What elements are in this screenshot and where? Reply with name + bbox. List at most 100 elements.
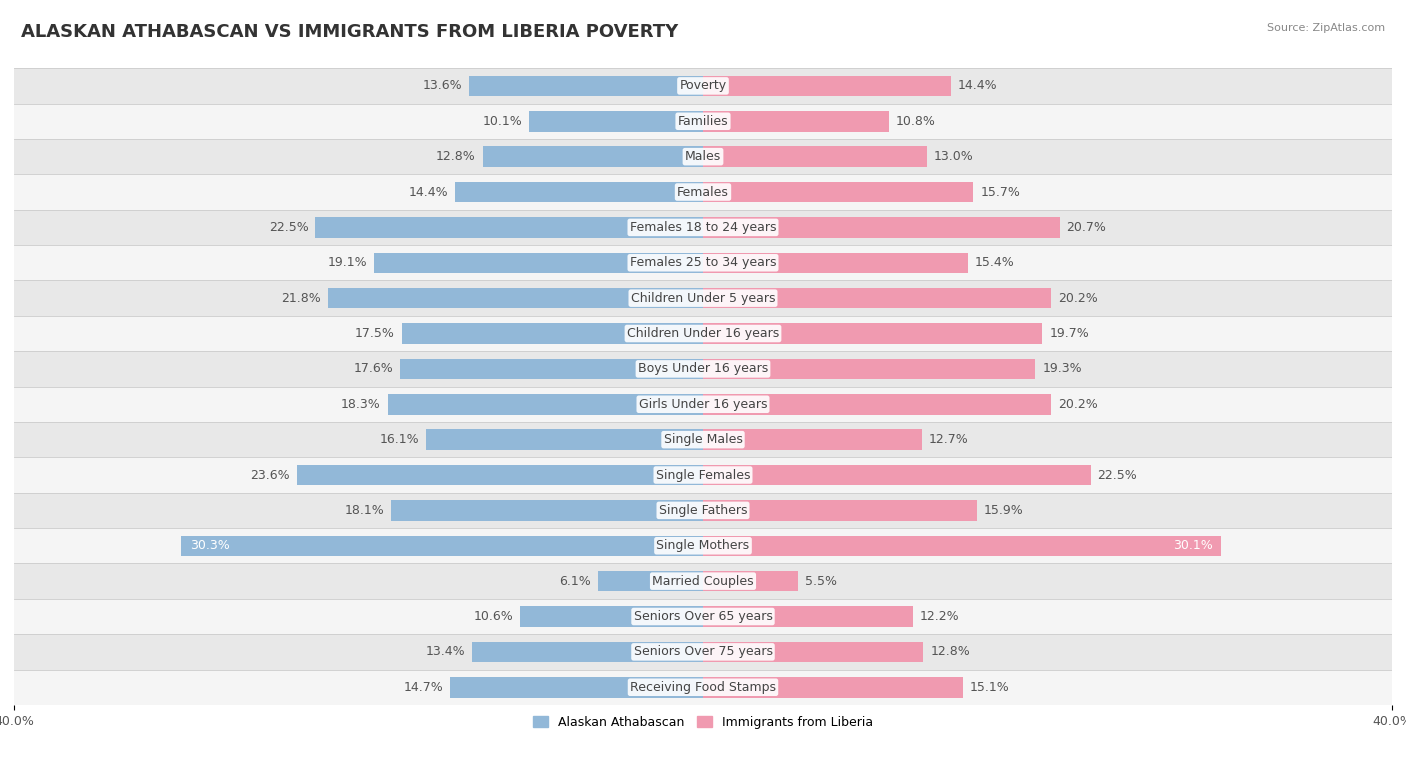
Text: 18.3%: 18.3% <box>342 398 381 411</box>
Text: ALASKAN ATHABASCAN VS IMMIGRANTS FROM LIBERIA POVERTY: ALASKAN ATHABASCAN VS IMMIGRANTS FROM LI… <box>21 23 678 41</box>
Bar <box>14 422 1392 457</box>
Text: 20.7%: 20.7% <box>1066 221 1107 234</box>
Bar <box>703 677 963 697</box>
Text: 5.5%: 5.5% <box>804 575 837 587</box>
Bar <box>315 217 703 238</box>
Bar <box>14 174 1392 210</box>
Bar <box>598 571 703 591</box>
Bar <box>703 146 927 167</box>
Bar <box>703 429 922 450</box>
Text: Seniors Over 75 years: Seniors Over 75 years <box>634 645 772 659</box>
Bar <box>14 457 1392 493</box>
Text: 21.8%: 21.8% <box>281 292 321 305</box>
Text: Married Couples: Married Couples <box>652 575 754 587</box>
Bar <box>450 677 703 697</box>
Text: 23.6%: 23.6% <box>250 468 290 481</box>
Bar <box>703 641 924 662</box>
Bar <box>14 528 1392 563</box>
Bar <box>468 76 703 96</box>
Bar <box>472 641 703 662</box>
Text: Females 25 to 34 years: Females 25 to 34 years <box>630 256 776 269</box>
Bar <box>482 146 703 167</box>
Bar <box>703 394 1050 415</box>
Bar <box>181 535 703 556</box>
Legend: Alaskan Athabascan, Immigrants from Liberia: Alaskan Athabascan, Immigrants from Libe… <box>529 711 877 734</box>
Bar <box>402 323 703 344</box>
Bar <box>703 535 1222 556</box>
Bar <box>703 182 973 202</box>
Bar <box>14 387 1392 422</box>
Text: 30.3%: 30.3% <box>190 539 229 553</box>
Text: Families: Families <box>678 114 728 128</box>
Text: Single Females: Single Females <box>655 468 751 481</box>
Bar <box>703 606 912 627</box>
Bar <box>703 323 1042 344</box>
Text: 15.1%: 15.1% <box>970 681 1010 694</box>
Bar <box>14 104 1392 139</box>
Bar <box>703 500 977 521</box>
Bar <box>14 68 1392 104</box>
Text: Females 18 to 24 years: Females 18 to 24 years <box>630 221 776 234</box>
Bar <box>426 429 703 450</box>
Bar <box>388 394 703 415</box>
Text: 15.4%: 15.4% <box>976 256 1015 269</box>
Text: 10.8%: 10.8% <box>896 114 936 128</box>
Text: 13.6%: 13.6% <box>422 80 461 92</box>
Text: 12.7%: 12.7% <box>928 433 969 446</box>
Bar <box>703 111 889 132</box>
Text: 30.1%: 30.1% <box>1173 539 1213 553</box>
Text: 17.6%: 17.6% <box>353 362 392 375</box>
Bar <box>703 571 797 591</box>
Bar <box>520 606 703 627</box>
Bar <box>703 76 950 96</box>
Text: Single Fathers: Single Fathers <box>659 504 747 517</box>
Bar <box>14 280 1392 316</box>
Text: 16.1%: 16.1% <box>380 433 419 446</box>
Bar <box>703 217 1060 238</box>
Text: 13.4%: 13.4% <box>426 645 465 659</box>
Text: 19.1%: 19.1% <box>328 256 367 269</box>
Text: Seniors Over 65 years: Seniors Over 65 years <box>634 610 772 623</box>
Bar <box>14 599 1392 634</box>
Bar <box>14 210 1392 245</box>
Text: 15.9%: 15.9% <box>984 504 1024 517</box>
Text: 20.2%: 20.2% <box>1057 292 1098 305</box>
Text: Males: Males <box>685 150 721 163</box>
Text: 20.2%: 20.2% <box>1057 398 1098 411</box>
Text: Children Under 16 years: Children Under 16 years <box>627 327 779 340</box>
Bar <box>703 359 1035 379</box>
Text: Source: ZipAtlas.com: Source: ZipAtlas.com <box>1267 23 1385 33</box>
Text: 6.1%: 6.1% <box>560 575 591 587</box>
Text: 19.3%: 19.3% <box>1042 362 1083 375</box>
Text: Receiving Food Stamps: Receiving Food Stamps <box>630 681 776 694</box>
Text: Poverty: Poverty <box>679 80 727 92</box>
Text: 10.6%: 10.6% <box>474 610 513 623</box>
Text: Children Under 5 years: Children Under 5 years <box>631 292 775 305</box>
Text: 15.7%: 15.7% <box>980 186 1021 199</box>
Text: Single Males: Single Males <box>664 433 742 446</box>
Bar <box>703 288 1050 309</box>
Bar <box>14 351 1392 387</box>
Text: 12.2%: 12.2% <box>920 610 960 623</box>
Text: 14.7%: 14.7% <box>404 681 443 694</box>
Bar <box>14 139 1392 174</box>
Bar <box>391 500 703 521</box>
Text: 10.1%: 10.1% <box>482 114 522 128</box>
Bar <box>14 245 1392 280</box>
Text: 14.4%: 14.4% <box>957 80 997 92</box>
Text: 18.1%: 18.1% <box>344 504 384 517</box>
Text: Single Mothers: Single Mothers <box>657 539 749 553</box>
Text: 14.4%: 14.4% <box>409 186 449 199</box>
Bar <box>374 252 703 273</box>
Bar <box>14 316 1392 351</box>
Text: 19.7%: 19.7% <box>1049 327 1088 340</box>
Text: 17.5%: 17.5% <box>354 327 395 340</box>
Text: 12.8%: 12.8% <box>931 645 970 659</box>
Bar <box>14 669 1392 705</box>
Text: 22.5%: 22.5% <box>269 221 308 234</box>
Text: 13.0%: 13.0% <box>934 150 973 163</box>
Bar <box>328 288 703 309</box>
Bar <box>399 359 703 379</box>
Text: Boys Under 16 years: Boys Under 16 years <box>638 362 768 375</box>
Bar <box>703 465 1091 485</box>
